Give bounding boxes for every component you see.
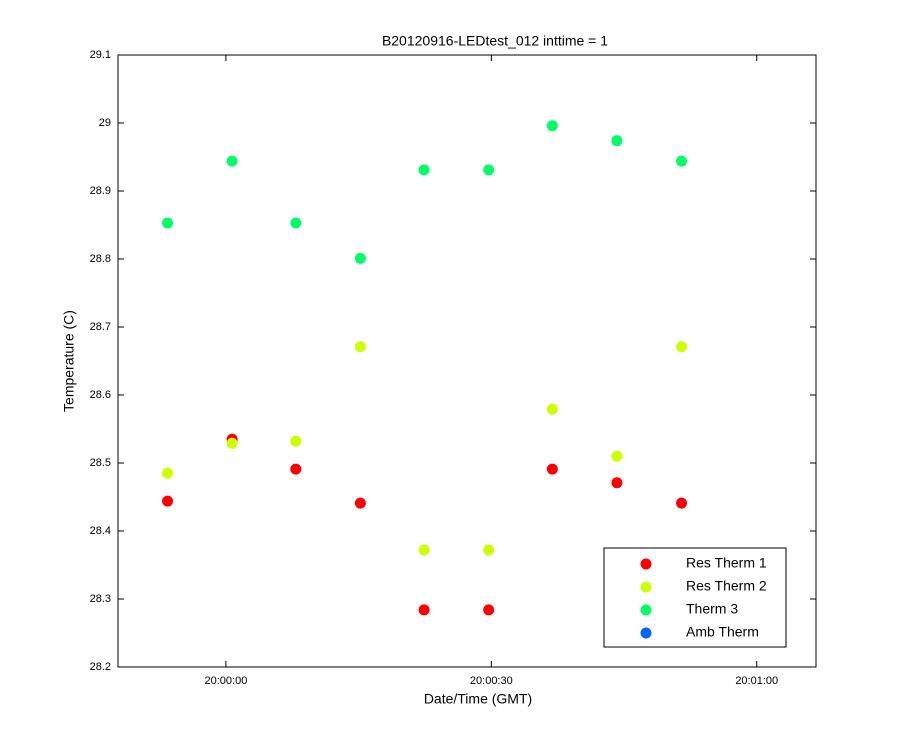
legend-label: Res Therm 2 [686,578,767,594]
y-tick-label: 28.7 [90,321,111,333]
legend-marker [640,558,652,570]
y-tick-label: 28.2 [90,661,111,673]
chart-title: B20120916-LEDtest_012 inttime = 1 [382,33,608,49]
data-point [483,544,495,556]
y-tick-label: 28.4 [90,525,111,537]
data-point [418,164,430,176]
x-tick-label: 20:01:00 [735,675,778,687]
legend-marker [640,581,652,593]
data-point [354,341,366,353]
data-point [226,155,238,167]
y-tick-label: 28.6 [90,389,111,401]
data-point [162,467,174,479]
data-point [418,544,430,556]
data-point [290,217,302,229]
data-point [290,463,302,475]
data-point [354,252,366,264]
y-tick-label: 29.1 [90,49,111,61]
x-tick-label: 20:00:00 [205,675,248,687]
legend-label: Therm 3 [686,601,738,617]
data-point [162,495,174,507]
data-point [676,341,688,353]
x-axis-label: Date/Time (GMT) [424,691,532,707]
data-point [676,155,688,167]
legend-marker [640,627,652,639]
data-point [162,217,174,229]
data-point [546,120,558,132]
data-point [611,450,623,462]
data-point [676,497,688,509]
legend-label: Amb Therm [686,624,759,640]
data-point [546,403,558,415]
legend-marker [640,604,652,616]
y-tick-label: 28.5 [90,457,111,469]
y-tick-label: 28.8 [90,253,111,265]
y-tick-label: 28.3 [90,593,111,605]
data-point [483,604,495,616]
data-point [354,497,366,509]
y-tick-label: 29 [99,117,111,129]
x-tick-label: 20:00:30 [470,675,513,687]
legend-box [603,547,787,648]
legend-label: Res Therm 1 [686,555,767,571]
data-point [611,135,623,147]
data-point [483,164,495,176]
data-point [611,477,623,489]
y-axis-label: Temperature (C) [61,310,77,412]
data-point [546,463,558,475]
data-point [290,435,302,447]
y-tick-label: 28.9 [90,185,111,197]
data-point [418,604,430,616]
data-point [226,437,238,449]
